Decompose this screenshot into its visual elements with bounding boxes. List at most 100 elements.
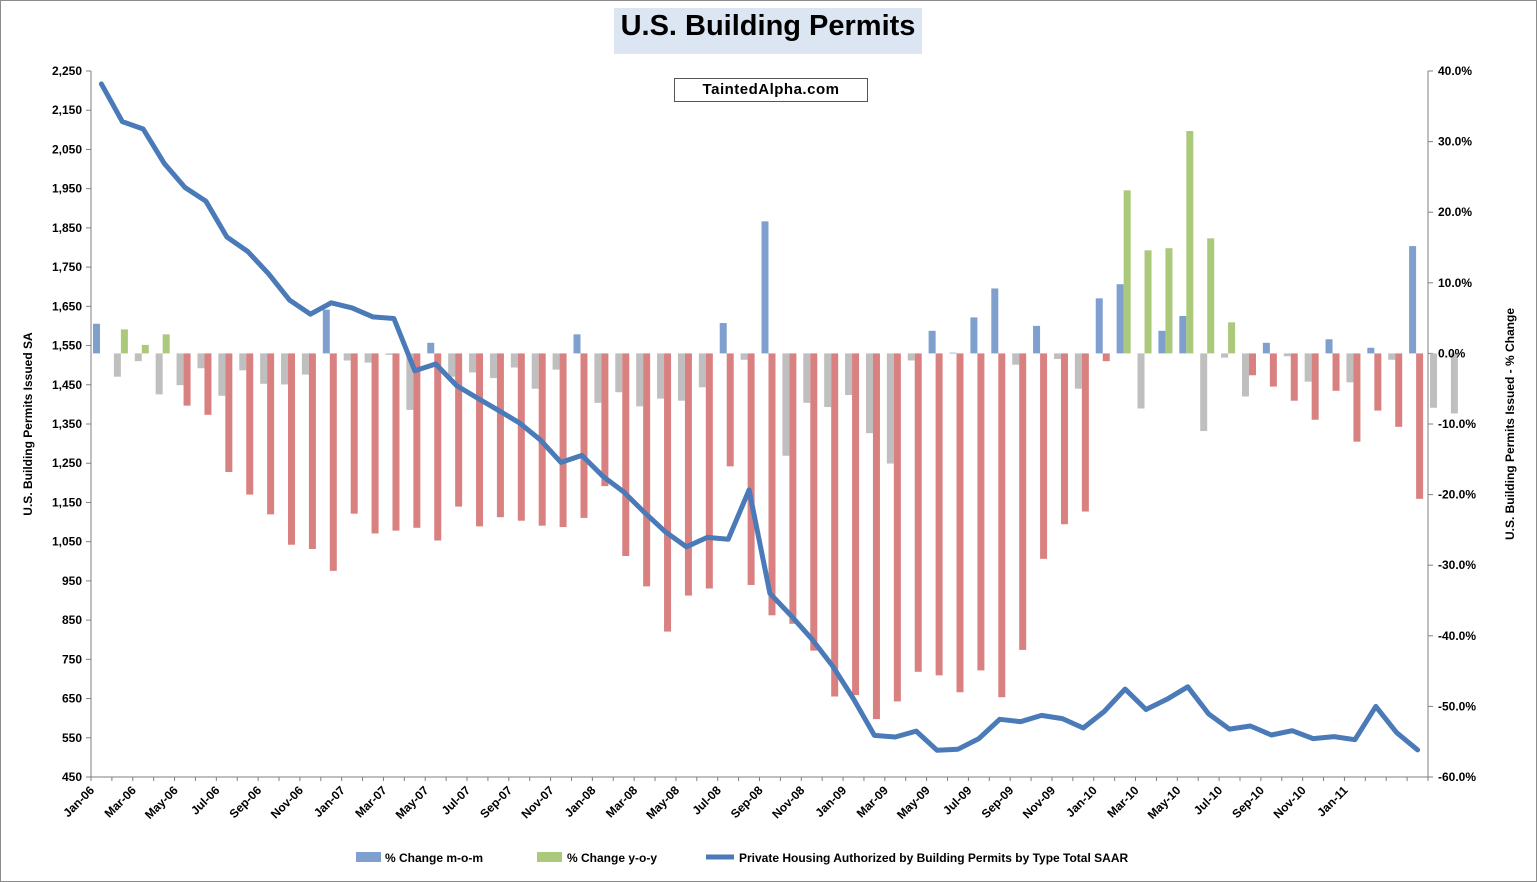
- bar-yoy: [580, 353, 588, 518]
- bar-mom: [364, 353, 372, 363]
- bar-yoy: [1353, 353, 1361, 442]
- x-tick-label: Jan-07: [311, 783, 348, 820]
- bar-mom: [657, 353, 665, 399]
- bar-yoy: [768, 353, 776, 616]
- bar-mom: [803, 353, 811, 403]
- bar-mom: [134, 353, 142, 362]
- bar-yoy: [204, 353, 212, 415]
- x-tick-label: Sep-08: [728, 783, 766, 821]
- bar-yoy: [1186, 131, 1194, 354]
- bar-yoy: [810, 353, 818, 651]
- bar-yoy: [1290, 353, 1298, 401]
- bar-mom: [510, 353, 518, 368]
- bar-yoy: [225, 353, 233, 473]
- bar-yoy: [496, 353, 504, 518]
- x-tick-label: Jan-10: [1063, 783, 1100, 820]
- bar-yoy: [726, 353, 734, 467]
- bar-mom: [1430, 353, 1437, 408]
- legend-label-mom: % Change m-o-m: [385, 851, 483, 865]
- bar-mom: [469, 353, 477, 373]
- bar-mom: [1137, 353, 1145, 409]
- bar-yoy: [601, 353, 609, 487]
- bar-yoy: [1374, 353, 1382, 411]
- x-tick-label: Mar-10: [1104, 783, 1141, 820]
- left-tick-label: 1,850: [52, 221, 82, 235]
- bar-mom: [93, 323, 100, 354]
- bar-yoy: [977, 353, 985, 671]
- right-tick-label: -60.0%: [1438, 770, 1476, 784]
- x-tick-label: Jan-09: [812, 783, 849, 820]
- bar-mom: [740, 353, 748, 360]
- x-tick-label: Sep-06: [227, 783, 265, 821]
- bar-mom: [239, 353, 247, 371]
- x-tick-label: Jul-10: [1191, 783, 1226, 818]
- x-tick-label: Nov-06: [268, 783, 306, 821]
- bar-yoy: [455, 353, 463, 507]
- bar-mom: [113, 353, 121, 377]
- bar-mom: [176, 353, 184, 386]
- bar-mom: [552, 353, 560, 370]
- right-tick-label: 10.0%: [1438, 276, 1472, 290]
- left-tick-label: 1,950: [52, 182, 82, 196]
- bar-mom: [865, 353, 873, 434]
- x-tick-label: Jul-09: [940, 783, 975, 818]
- left-tick-label: 1,050: [52, 535, 82, 549]
- bar-mom: [448, 353, 456, 377]
- legend-swatch-mom: [356, 852, 381, 862]
- bar-yoy: [998, 353, 1006, 698]
- legend-label-yoy: % Change y-o-y: [567, 851, 657, 865]
- bar-mom: [1283, 353, 1291, 357]
- x-tick-label: Jan-06: [60, 783, 97, 820]
- bar-yoy: [852, 353, 860, 696]
- bar-mom: [1053, 353, 1061, 360]
- bar-yoy: [684, 353, 692, 596]
- bar-yoy: [183, 353, 191, 406]
- bar-mom: [343, 353, 351, 361]
- x-tick-label: Mar-06: [102, 783, 139, 820]
- axes-group: [86, 70, 1433, 781]
- right-axis-title: U.S. Building Permits Issued - % Change: [1503, 308, 1517, 540]
- left-tick-label: 550: [62, 731, 82, 745]
- x-tick-label: Mar-07: [352, 783, 389, 820]
- line-group: [98, 81, 1421, 753]
- bar-mom: [427, 342, 435, 354]
- bar-yoy: [956, 353, 964, 693]
- bar-yoy: [1248, 353, 1256, 376]
- left-tick-label: 650: [62, 692, 82, 706]
- right-tick-label: 40.0%: [1438, 64, 1472, 78]
- left-axis-title: U.S. Building Permits Issued SA: [21, 332, 35, 516]
- bar-yoy: [1332, 353, 1340, 391]
- bar-yoy: [1019, 353, 1027, 650]
- bar-yoy: [747, 353, 755, 585]
- bar-mom: [1221, 353, 1229, 358]
- x-tick-label: Nov-09: [1020, 783, 1058, 821]
- bar-yoy: [350, 353, 358, 514]
- bar-yoy: [288, 353, 296, 545]
- bar-yoy: [1269, 353, 1277, 387]
- left-tick-label: 2,250: [52, 64, 82, 78]
- bar-mom: [1158, 330, 1166, 354]
- left-tick-label: 2,050: [52, 142, 82, 156]
- bar-yoy: [559, 353, 567, 528]
- legend: % Change m-o-m % Change y-o-y Private Ho…: [356, 851, 1128, 865]
- left-tick-label: 1,350: [52, 417, 82, 431]
- bar-yoy: [120, 329, 128, 354]
- bar-mom: [594, 353, 602, 403]
- right-tick-label: -40.0%: [1438, 629, 1476, 643]
- bar-yoy: [476, 353, 484, 527]
- left-tick-label: 1,650: [52, 299, 82, 313]
- right-tick-label: 20.0%: [1438, 205, 1472, 219]
- left-tick-label: 2,150: [52, 103, 82, 117]
- bar-yoy: [705, 353, 713, 589]
- x-tick-label: May-08: [643, 783, 682, 822]
- bar-yoy: [1165, 248, 1173, 354]
- x-tick-label: Jul-06: [188, 783, 223, 818]
- title-background: [614, 8, 922, 54]
- left-tick-label: 1,150: [52, 495, 82, 509]
- right-tick-label: 0.0%: [1438, 346, 1466, 360]
- bar-mom: [719, 323, 727, 354]
- bar-yoy: [246, 353, 254, 495]
- bar-mom: [1450, 353, 1458, 414]
- bar-yoy: [1123, 190, 1131, 354]
- x-tick-label: May-09: [894, 783, 933, 822]
